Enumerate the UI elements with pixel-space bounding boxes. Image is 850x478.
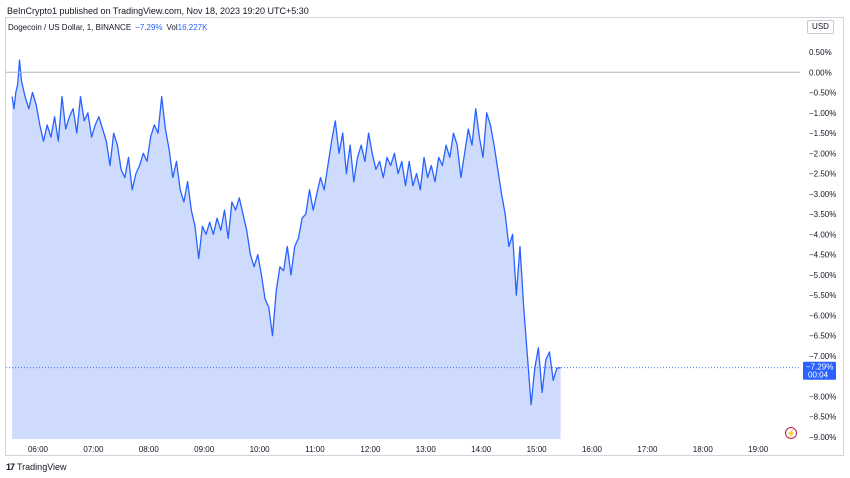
- y-axis: 0.50% 0.00% −0.50% −1.00% −1.50% −2.00% −2.50%…: [809, 48, 836, 442]
- x-tick-label: 06:00: [28, 445, 49, 454]
- volume-value: 16.227K: [177, 23, 208, 32]
- x-tick-label: 08:00: [139, 445, 160, 454]
- lightning-icon[interactable]: ⚡: [785, 427, 797, 439]
- x-axis: 06:00 07:00 08:00 09:00 10:00 11:00 12:00 13:00…: [28, 445, 769, 454]
- y-tick-label: −2.00%: [809, 149, 836, 158]
- y-tick-label: −4.50%: [809, 251, 836, 260]
- y-tick-label: −5.00%: [809, 271, 836, 280]
- area-fill: [12, 60, 561, 439]
- y-tick-label: −4.00%: [809, 230, 836, 239]
- area-series: [11, 59, 561, 439]
- published-note: BeInCrypto1 published on TradingView.com…: [7, 6, 309, 16]
- footer-brand: 17 TradingView: [6, 462, 67, 472]
- y-tick-label: −9.00%: [809, 433, 836, 442]
- change-value: −7.29%: [135, 23, 163, 32]
- x-tick-label: 10:00: [250, 445, 271, 454]
- x-tick-label: 19:00: [748, 445, 769, 454]
- y-tick-label: −8.00%: [809, 392, 836, 401]
- chart-frame: [5, 17, 844, 456]
- y-tick-label: −3.00%: [809, 190, 836, 199]
- price-tag: −7.29%00:04: [803, 361, 836, 380]
- x-tick-label: 15:00: [527, 445, 548, 454]
- y-tick-label: −2.50%: [809, 170, 836, 179]
- tradingview-logo-icon: 17: [6, 462, 15, 472]
- y-tick-label: −7.00%: [809, 352, 836, 361]
- chart-legend: Dogecoin / US Dollar, 1, BINANCE −7.29% Vo…: [8, 23, 207, 32]
- x-tick-label: 12:00: [360, 445, 381, 454]
- currency-button[interactable]: USD: [807, 20, 834, 34]
- brand-name: TradingView: [17, 462, 67, 472]
- price-line: [11, 59, 561, 406]
- y-tick-label: −1.00%: [809, 109, 836, 118]
- y-tick-label: −6.00%: [809, 311, 836, 320]
- y-tick-label: 0.50%: [809, 48, 832, 57]
- x-tick-label: 07:00: [83, 445, 104, 454]
- y-tick-label: −8.50%: [809, 413, 836, 422]
- x-tick-label: 17:00: [637, 445, 658, 454]
- symbol-label[interactable]: Dogecoin / US Dollar, 1, BINANCE: [8, 23, 132, 32]
- x-tick-label: 14:00: [471, 445, 492, 454]
- price-tag-countdown: 00:04: [808, 371, 829, 380]
- y-tick-label: −1.50%: [809, 129, 836, 138]
- x-tick-label: 13:00: [416, 445, 437, 454]
- y-tick-label: 0.00%: [809, 68, 832, 77]
- reference-lines: [6, 71, 800, 369]
- x-tick-label: 18:00: [693, 445, 714, 454]
- x-tick-label: 09:00: [194, 445, 215, 454]
- y-tick-label: −6.50%: [809, 332, 836, 341]
- price-tag-value: −7.29%: [806, 363, 833, 372]
- volume-label: Vol: [166, 23, 178, 32]
- y-tick-label: −3.50%: [809, 210, 836, 219]
- price-tag-box: [803, 361, 836, 380]
- y-tick-label: −0.50%: [809, 89, 836, 98]
- y-tick-label: −5.50%: [809, 291, 836, 300]
- x-tick-label: 16:00: [582, 445, 603, 454]
- x-tick-label: 11:00: [305, 445, 325, 454]
